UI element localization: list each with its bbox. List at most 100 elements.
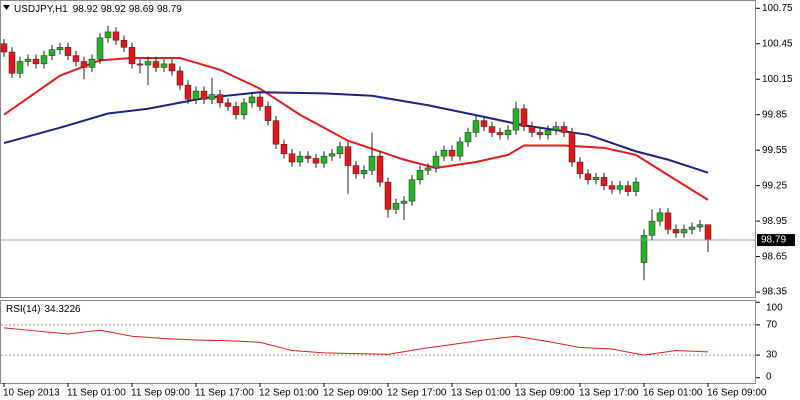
candle-body — [352, 165, 360, 175]
candle-body — [288, 153, 296, 163]
indicator-line — [3, 327, 709, 356]
x-tick-label: 11 Sep 17:00 — [195, 388, 254, 399]
low-value: 98.69 — [129, 4, 154, 15]
candle-body — [336, 146, 344, 154]
candle-body — [368, 155, 376, 171]
candle-body — [656, 212, 664, 222]
candle-body — [416, 170, 424, 180]
y-tick-label: 70 — [766, 320, 778, 331]
candle-body — [240, 102, 248, 115]
candle-body — [328, 153, 336, 157]
candle-body — [496, 132, 504, 136]
candle-body — [392, 203, 400, 210]
candle-body — [584, 173, 592, 180]
candle-body — [400, 200, 408, 204]
y-tick-label: 99.55 — [762, 145, 787, 156]
candle-body — [456, 141, 464, 157]
candle-body — [192, 90, 200, 100]
y-tick-label: 0 — [766, 372, 772, 383]
indicator-line — [3, 91, 709, 174]
candle-body — [560, 126, 568, 133]
candle-body — [608, 185, 616, 190]
candle-body — [40, 55, 48, 65]
candle-body — [0, 43, 8, 53]
candle-body — [152, 61, 160, 68]
candle-body — [520, 108, 528, 127]
rsi-value: 34.3226 — [44, 304, 81, 315]
candle-body — [8, 51, 16, 74]
candle-body — [264, 106, 272, 121]
candle-body — [208, 94, 216, 100]
candle-body — [144, 61, 152, 66]
current-price-box — [757, 234, 795, 247]
candle-body — [200, 90, 208, 100]
y-tick-label: 98.95 — [762, 216, 787, 227]
x-tick-label: 12 Sep 09:00 — [323, 388, 383, 399]
candle-body — [680, 229, 688, 234]
candle-body — [104, 31, 112, 39]
candle-body — [568, 132, 576, 163]
candle-body — [32, 58, 40, 65]
candle-body — [512, 108, 520, 131]
y-tick-label: 99.85 — [762, 109, 787, 120]
y-tick-label: 100.75 — [762, 3, 793, 14]
rsi-title: RSI(14) 34.3226 — [6, 304, 81, 315]
candle-body — [168, 63, 176, 72]
price-panel — [0, 0, 756, 298]
y-tick-label: 30 — [766, 350, 778, 361]
x-tick-label: 12 Sep 17:00 — [387, 388, 447, 399]
candle-body — [376, 155, 384, 183]
candle-body — [304, 155, 312, 159]
y-tick-label: 98.65 — [762, 251, 787, 262]
candle-body — [224, 102, 232, 107]
candle-body — [544, 129, 552, 136]
candle-body — [232, 106, 240, 115]
candle-body — [136, 63, 144, 66]
candle-body — [648, 220, 656, 236]
candle-body — [56, 47, 64, 50]
y-tick-label: 99.25 — [762, 180, 787, 191]
candle-body — [432, 155, 440, 169]
candle-body — [640, 235, 648, 263]
close-value: 98.79 — [157, 4, 182, 15]
high-value: 98.92 — [101, 4, 126, 15]
candle-body — [672, 229, 680, 234]
candle-body — [272, 120, 280, 145]
y-tick-label: 100 — [766, 303, 783, 314]
x-tick-label: 13 Sep 17:00 — [579, 388, 639, 399]
candle-body — [296, 155, 304, 163]
candle-body — [96, 37, 104, 60]
candle-body — [72, 55, 80, 62]
candle-body — [120, 39, 128, 48]
candle-body — [176, 70, 184, 86]
candle-body — [160, 63, 168, 68]
candle-body — [216, 94, 224, 104]
rsi-name: RSI(14) — [6, 304, 40, 315]
open-value: 98.92 — [73, 4, 98, 15]
candle-body — [24, 58, 32, 62]
candle-body — [64, 47, 72, 56]
candle-body — [696, 224, 704, 228]
candle-body — [248, 96, 256, 104]
symbol-marker — [3, 5, 10, 10]
candle-body — [16, 61, 24, 74]
candle-body — [48, 49, 56, 56]
x-tick-label: 12 Sep 01:00 — [259, 388, 319, 399]
candle-body — [536, 132, 544, 136]
candle-body — [464, 132, 472, 143]
candle-body — [664, 212, 672, 230]
candle-body — [408, 179, 416, 202]
candle-body — [600, 177, 608, 186]
candle-body — [576, 161, 584, 175]
candle-body — [440, 149, 448, 157]
x-tick-label: 10 Sep 2013 — [3, 388, 60, 399]
candle-body — [472, 120, 480, 133]
candle-body — [632, 181, 640, 192]
x-tick-label: 11 Sep 01:00 — [67, 388, 126, 399]
chart-header: USDJPY,H1 98.92 98.92 98.69 98.79 — [14, 4, 182, 15]
candle-body — [128, 47, 136, 65]
y-tick-label: 100.15 — [762, 74, 793, 85]
candle-body — [88, 58, 96, 68]
candle-body — [616, 185, 624, 190]
